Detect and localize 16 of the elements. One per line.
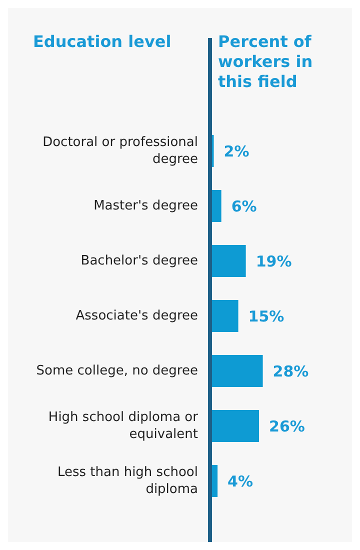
x-axis-title: Percent of workers in this field [218, 32, 314, 92]
y-tick-label: Bachelor's degree [80, 253, 198, 268]
y-tick-label: Less than high school diploma [57, 464, 198, 496]
data-label: 19% [256, 252, 292, 270]
y-tick-label: Master's degree [94, 198, 198, 213]
data-label: 6% [231, 197, 257, 216]
data-label: 15% [248, 307, 284, 326]
data-label: 4% [228, 472, 254, 490]
data-label: 26% [269, 417, 305, 436]
y-tick-label: Doctoral or professional degree [42, 134, 198, 166]
y-tick-label: Some college, no degree [36, 363, 198, 378]
y-tick-label: Associate's degree [76, 308, 198, 323]
y-tick-label: High school diploma or equivalent [48, 410, 199, 442]
data-label: 2% [224, 142, 250, 160]
data-label: 28% [272, 362, 309, 380]
y-axis-title: Education level [33, 32, 172, 51]
